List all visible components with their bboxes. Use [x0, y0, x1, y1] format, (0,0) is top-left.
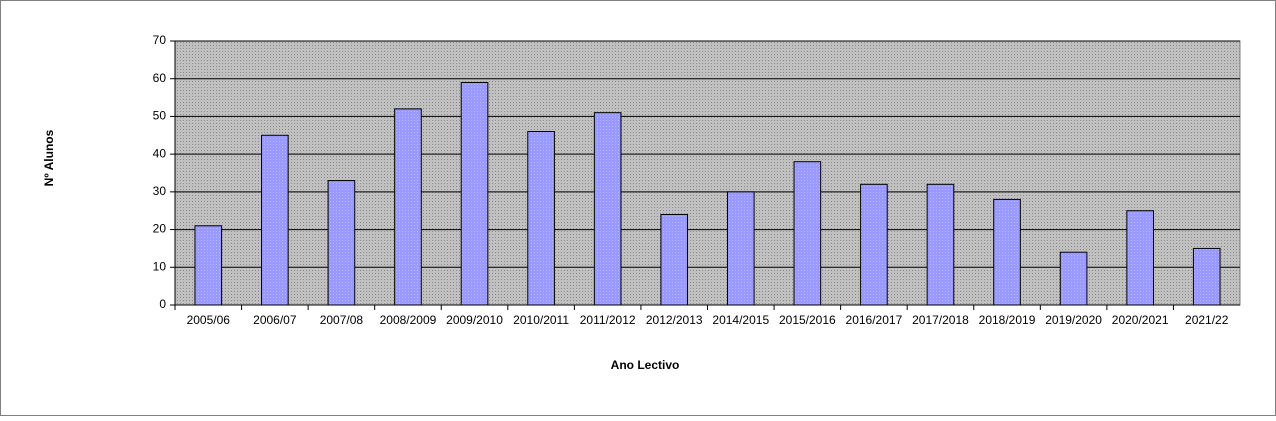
bar — [593, 112, 622, 306]
bar — [660, 213, 689, 306]
x-tick-label: 2005/06 — [187, 313, 231, 327]
bar — [793, 161, 822, 306]
x-tick-label: 2014/2015 — [712, 313, 769, 327]
bar — [527, 131, 555, 306]
bar — [726, 191, 755, 306]
bar — [1126, 210, 1154, 306]
x-tick-label: 2008/2009 — [380, 313, 437, 327]
bar — [993, 198, 1021, 306]
y-tick-label: 0 — [159, 297, 166, 311]
x-tick-label: 2020/2021 — [1112, 313, 1169, 327]
bar — [460, 81, 489, 306]
y-tick-label: 40 — [153, 146, 167, 160]
x-tick-label: 2016/2017 — [846, 313, 903, 327]
y-tick-label: 50 — [153, 109, 167, 123]
x-tick-label: 2015/2016 — [779, 313, 836, 327]
x-tick-label: 2017/2018 — [912, 313, 969, 327]
x-tick-label: 2018/2019 — [979, 313, 1036, 327]
bar — [926, 183, 955, 306]
y-tick-label: 70 — [153, 33, 167, 47]
x-tick-label: 2021/22 — [1185, 313, 1229, 327]
bar — [1192, 247, 1221, 306]
bar — [194, 225, 223, 306]
y-tick-label: 30 — [153, 184, 167, 198]
bar — [1059, 251, 1088, 306]
x-tick-label: 2007/08 — [320, 313, 364, 327]
x-tick-label: 2010/2011 — [513, 313, 569, 327]
bar — [860, 183, 888, 306]
y-tick-label: 20 — [153, 222, 167, 236]
x-tick-label: 2011/2012 — [580, 313, 636, 327]
x-tick-label: 2012/2013 — [646, 313, 703, 327]
y-tick-label: 10 — [153, 259, 167, 273]
bar — [327, 180, 356, 306]
bar — [261, 134, 289, 306]
y-axis-label: Nº Alunos — [42, 129, 56, 186]
x-tick-label: 2009/2010 — [446, 313, 503, 327]
bar — [394, 108, 422, 306]
x-tick-label: 2019/2020 — [1045, 313, 1102, 327]
x-tick-label: 2006/07 — [253, 313, 297, 327]
x-axis-label: Ano Lectivo — [611, 358, 680, 372]
y-tick-label: 60 — [153, 71, 167, 85]
